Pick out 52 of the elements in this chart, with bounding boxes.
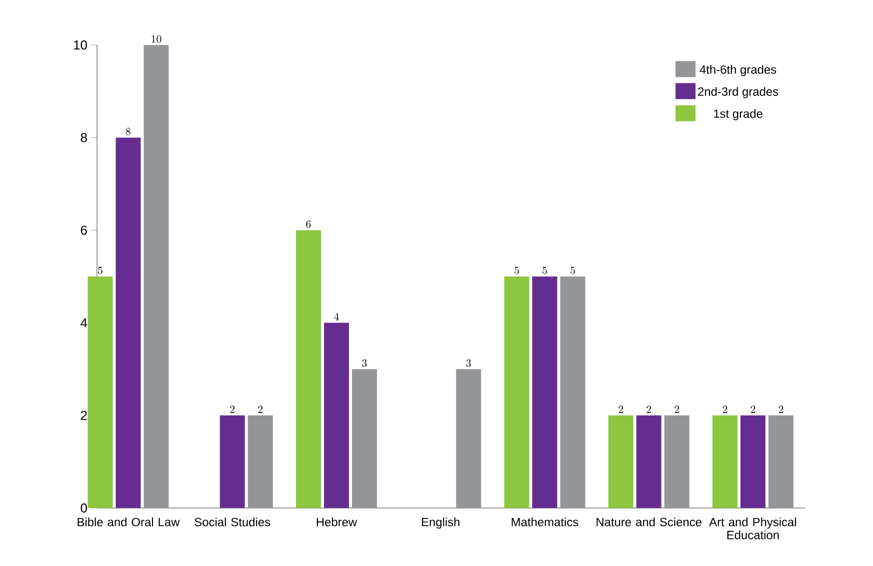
bar — [560, 276, 586, 508]
bar — [768, 415, 794, 508]
y-tick-label: 4 — [80, 318, 88, 328]
bar — [608, 415, 634, 508]
data-label: 2 — [750, 406, 756, 413]
bar — [296, 230, 321, 508]
legend-label: 4th-6th grades — [700, 65, 776, 76]
bar — [88, 276, 113, 508]
data-label: 5 — [570, 266, 575, 274]
bar — [144, 44, 169, 508]
bar — [116, 138, 141, 508]
bar — [456, 369, 482, 508]
legend-label: 1st grade — [714, 109, 762, 120]
data-label: 6 — [306, 220, 311, 228]
x-tick-label: Art and Physical Education — [709, 518, 796, 540]
bar — [352, 369, 377, 508]
bar — [220, 415, 245, 508]
data-label: 8 — [126, 128, 130, 136]
data-label: 10 — [152, 35, 162, 43]
bar — [636, 415, 662, 508]
data-label: 3 — [362, 359, 367, 367]
bar — [740, 415, 766, 508]
x-tick-label: Nature and Science — [596, 518, 702, 526]
data-label: 5 — [514, 266, 519, 274]
data-label: 3 — [466, 359, 471, 367]
y-tick-label: 2 — [80, 410, 87, 420]
bar — [532, 276, 558, 508]
x-tick-label: Social Studies — [194, 518, 270, 526]
bar — [324, 322, 349, 508]
bar — [664, 415, 690, 508]
x-tick-label: Hebrew — [316, 518, 358, 526]
data-label: 2 — [258, 406, 263, 413]
bar — [248, 415, 273, 508]
x-tick-label: English — [422, 518, 460, 529]
data-label: 4 — [334, 312, 339, 320]
y-tick-label: 6 — [80, 226, 87, 235]
data-label: 2 — [646, 406, 651, 413]
x-tick-label: Mathematics — [512, 518, 578, 526]
bar — [712, 415, 738, 508]
y-tick-label: 10 — [74, 40, 87, 50]
data-label: 2 — [618, 406, 623, 413]
data-label: 2 — [722, 406, 728, 413]
bar — [504, 276, 530, 508]
data-label: 2 — [230, 406, 235, 413]
y-tick-label: 0 — [80, 503, 87, 513]
y-tick-label: 8 — [80, 133, 87, 142]
data-label: 5 — [98, 266, 102, 274]
data-label: 5 — [542, 266, 547, 274]
data-label: 2 — [674, 406, 679, 413]
legend-label: 2nd-3rd grades — [698, 87, 778, 98]
x-tick-label: Bible and Oral Law — [78, 518, 180, 526]
data-label: 2 — [778, 406, 784, 413]
